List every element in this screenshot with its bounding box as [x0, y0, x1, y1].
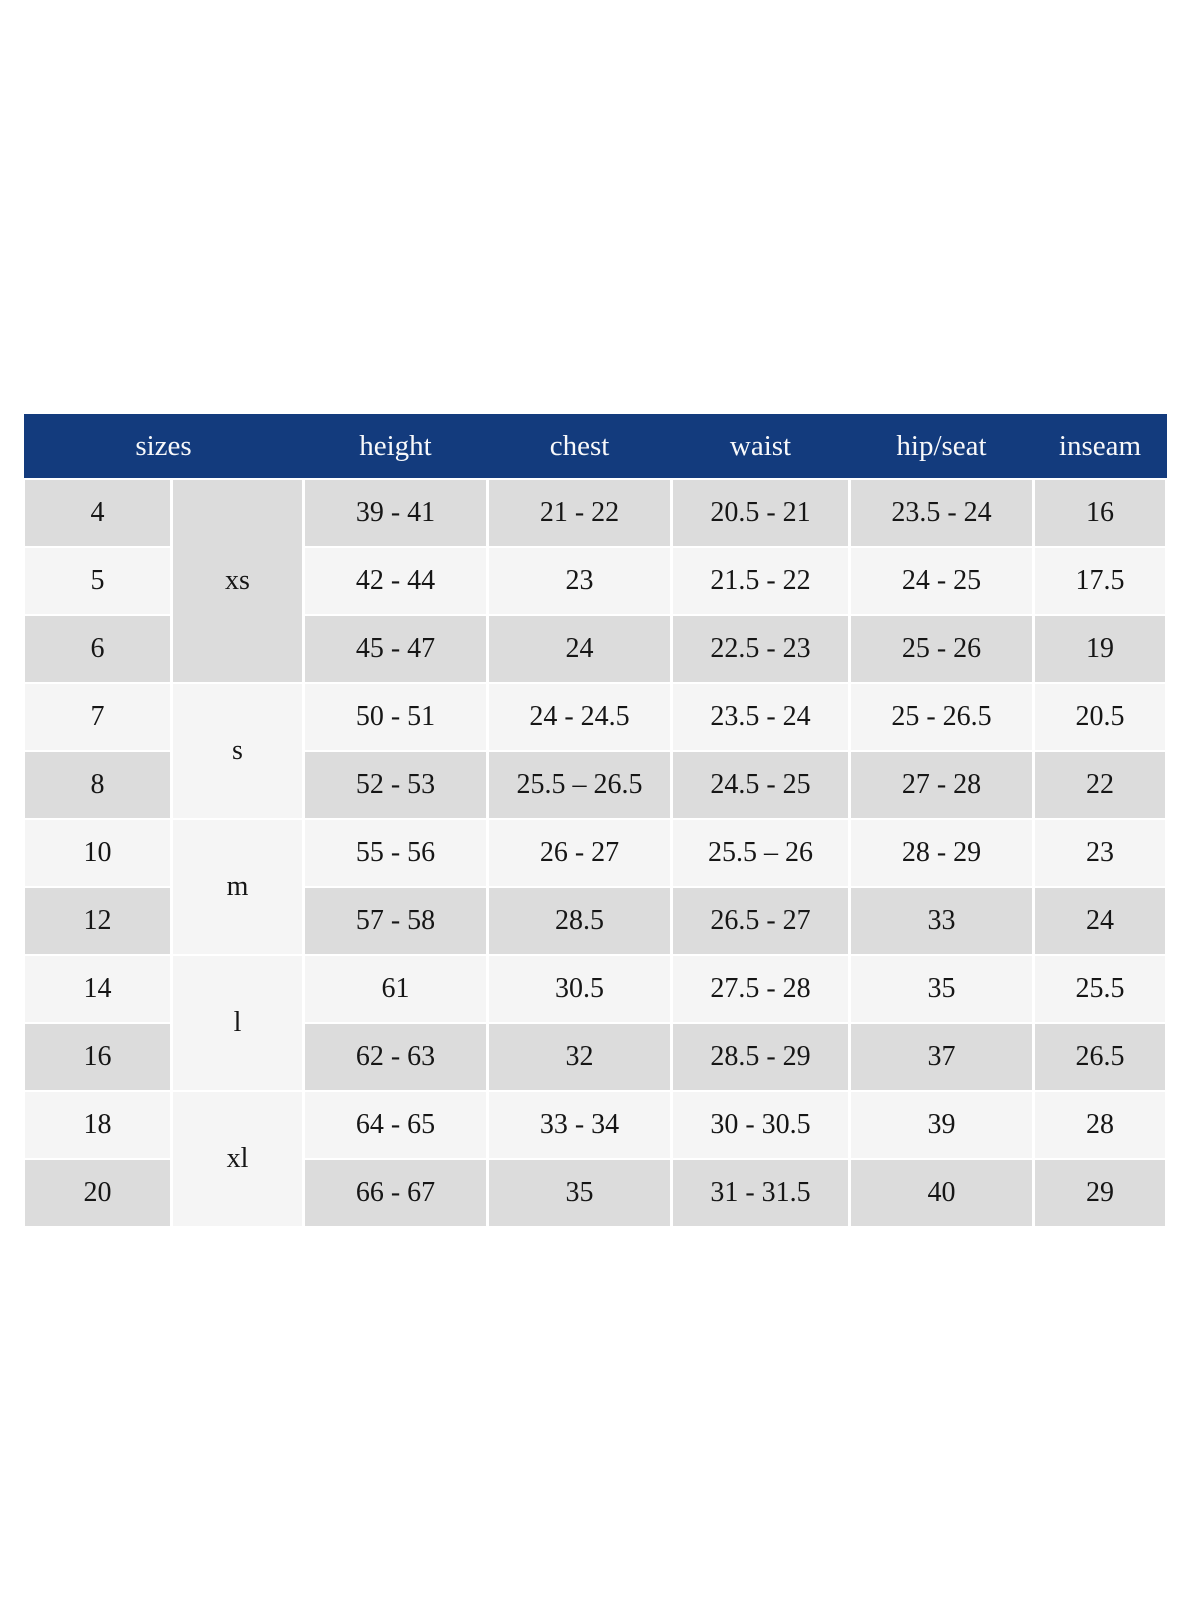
waist-cell: 21.5 - 22: [670, 546, 851, 616]
column-header-waist: waist: [671, 414, 850, 480]
size-cell: 6: [22, 614, 173, 684]
chest-cell: 25.5 – 26.5: [486, 750, 673, 820]
hip-seat-cell: 37: [848, 1022, 1035, 1092]
waist-cell: 31 - 31.5: [670, 1158, 851, 1228]
chest-cell: 24 - 24.5: [486, 682, 673, 752]
chest-cell: 23: [486, 546, 673, 616]
size-chart-table: sizes height chest waist hip/seat inseam…: [22, 414, 1168, 1228]
hip-seat-cell: 28 - 29: [848, 818, 1035, 888]
size-group-m: m: [170, 818, 305, 956]
inseam-cell: 20.5: [1032, 682, 1168, 752]
size-cell: 14: [22, 954, 173, 1024]
size-cell: 4: [22, 478, 173, 548]
inseam-cell: 25.5: [1032, 954, 1168, 1024]
height-cell: 42 - 44: [302, 546, 489, 616]
height-cell: 39 - 41: [302, 478, 489, 548]
hip-seat-cell: 27 - 28: [848, 750, 1035, 820]
column-header-height: height: [303, 414, 488, 480]
size-cell: 5: [22, 546, 173, 616]
waist-cell: 26.5 - 27: [670, 886, 851, 956]
height-cell: 66 - 67: [302, 1158, 489, 1228]
height-cell: 61: [302, 954, 489, 1024]
column-header-inseam: inseam: [1033, 414, 1167, 480]
hip-seat-cell: 33: [848, 886, 1035, 956]
header-row: sizes height chest waist hip/seat inseam: [23, 414, 1167, 480]
size-cell: 20: [22, 1158, 173, 1228]
inseam-cell: 16: [1032, 478, 1168, 548]
chest-cell: 21 - 22: [486, 478, 673, 548]
size-group-s: s: [170, 682, 305, 820]
column-header-sizes: sizes: [23, 414, 304, 480]
size-cell: 7: [22, 682, 173, 752]
chest-cell: 28.5: [486, 886, 673, 956]
waist-cell: 23.5 - 24: [670, 682, 851, 752]
hip-seat-cell: 40: [848, 1158, 1035, 1228]
table-row-size-12: 12 57 - 58 28.5 26.5 - 27 33 24: [22, 886, 1168, 956]
hip-seat-cell: 35: [848, 954, 1035, 1024]
hip-seat-cell: 25 - 26: [848, 614, 1035, 684]
column-header-hip-seat: hip/seat: [849, 414, 1034, 480]
inseam-cell: 23: [1032, 818, 1168, 888]
table-row-size-20: 20 66 - 67 35 31 - 31.5 40 29: [22, 1158, 1168, 1228]
chest-cell: 26 - 27: [486, 818, 673, 888]
table-row-size-10: 10 m 55 - 56 26 - 27 25.5 – 26 28 - 29 2…: [22, 818, 1168, 956]
height-cell: 62 - 63: [302, 1022, 489, 1092]
inseam-cell: 26.5: [1032, 1022, 1168, 1092]
size-cell: 10: [22, 818, 173, 888]
chest-cell: 30.5: [486, 954, 673, 1024]
inseam-cell: 17.5: [1032, 546, 1168, 616]
chest-cell: 24: [486, 614, 673, 684]
inseam-cell: 24: [1032, 886, 1168, 956]
size-group-l: l: [170, 954, 305, 1092]
table-row-size-14: 14 l 61 30.5 27.5 - 28 35 25.5: [22, 954, 1168, 1092]
waist-cell: 30 - 30.5: [670, 1090, 851, 1160]
waist-cell: 27.5 - 28: [670, 954, 851, 1024]
inseam-cell: 22: [1032, 750, 1168, 820]
height-cell: 52 - 53: [302, 750, 489, 820]
size-cell: 8: [22, 750, 173, 820]
size-cell: 18: [22, 1090, 173, 1160]
size-group-xl: xl: [170, 1090, 305, 1228]
chest-cell: 32: [486, 1022, 673, 1092]
size-group-xs: xs: [170, 478, 305, 684]
waist-cell: 20.5 - 21: [670, 478, 851, 548]
height-cell: 55 - 56: [302, 818, 489, 888]
hip-seat-cell: 24 - 25: [848, 546, 1035, 616]
waist-cell: 22.5 - 23: [670, 614, 851, 684]
table-row-size-18: 18 xl 64 - 65 33 - 34 30 - 30.5 39 28: [22, 1090, 1168, 1228]
table-row-size-6: 6 45 - 47 24 22.5 - 23 25 - 26 19: [22, 614, 1168, 684]
height-cell: 50 - 51: [302, 682, 489, 752]
size-chart: sizes height chest waist hip/seat inseam…: [22, 414, 1168, 1228]
height-cell: 45 - 47: [302, 614, 489, 684]
size-cell: 16: [22, 1022, 173, 1092]
hip-seat-cell: 25 - 26.5: [848, 682, 1035, 752]
waist-cell: 28.5 - 29: [670, 1022, 851, 1092]
height-cell: 64 - 65: [302, 1090, 489, 1160]
hip-seat-cell: 39: [848, 1090, 1035, 1160]
size-cell: 12: [22, 886, 173, 956]
table-row-size-16: 16 62 - 63 32 28.5 - 29 37 26.5: [22, 1022, 1168, 1092]
column-header-chest: chest: [487, 414, 672, 480]
inseam-cell: 29: [1032, 1158, 1168, 1228]
chest-cell: 33 - 34: [486, 1090, 673, 1160]
table-row-size-8: 8 52 - 53 25.5 – 26.5 24.5 - 25 27 - 28 …: [22, 750, 1168, 820]
chest-cell: 35: [486, 1158, 673, 1228]
table-row-size-7: 7 s 50 - 51 24 - 24.5 23.5 - 24 25 - 26.…: [22, 682, 1168, 820]
inseam-cell: 28: [1032, 1090, 1168, 1160]
table-row-size-4: 4 xs 39 - 41 21 - 22 20.5 - 21 23.5 - 24…: [22, 478, 1168, 684]
hip-seat-cell: 23.5 - 24: [848, 478, 1035, 548]
waist-cell: 25.5 – 26: [670, 818, 851, 888]
waist-cell: 24.5 - 25: [670, 750, 851, 820]
table-row-size-5: 5 42 - 44 23 21.5 - 22 24 - 25 17.5: [22, 546, 1168, 616]
height-cell: 57 - 58: [302, 886, 489, 956]
inseam-cell: 19: [1032, 614, 1168, 684]
